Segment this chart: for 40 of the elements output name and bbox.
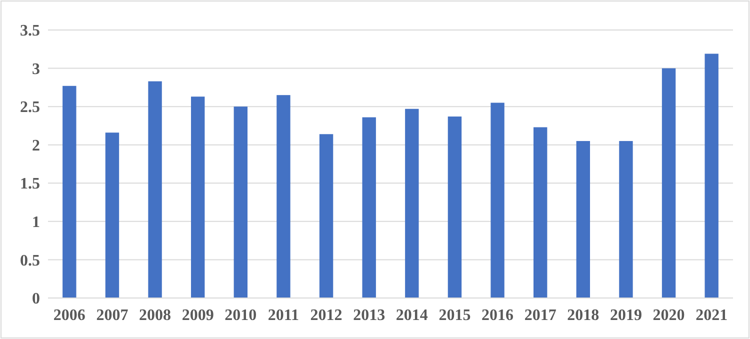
x-tick-label: 2006 xyxy=(53,307,86,324)
bar xyxy=(276,95,290,298)
bar xyxy=(190,96,205,298)
y-tick-label: 2 xyxy=(32,137,40,154)
y-tick-label: 3.5 xyxy=(20,22,40,40)
x-tick-label: 2015 xyxy=(438,307,471,324)
bar xyxy=(319,134,334,298)
bar xyxy=(148,81,162,298)
x-tick-label: 2020 xyxy=(652,307,685,324)
bar xyxy=(448,116,462,298)
bar xyxy=(533,127,548,298)
y-tick-label: 0 xyxy=(32,290,40,308)
x-tick-label: 2007 xyxy=(96,307,128,324)
x-tick-label: 2011 xyxy=(268,307,300,324)
x-tick-label: 2013 xyxy=(353,307,386,324)
bar xyxy=(234,106,248,298)
bar xyxy=(105,132,120,298)
y-tick-label: 3 xyxy=(32,60,40,78)
bar xyxy=(405,108,419,298)
bar xyxy=(62,86,76,298)
x-tick-label: 2012 xyxy=(310,307,342,324)
x-tick-label: 2010 xyxy=(224,307,257,324)
y-tick-label: 1 xyxy=(32,214,40,232)
bar xyxy=(576,141,590,298)
x-tick-label: 2018 xyxy=(567,307,600,324)
bar xyxy=(362,117,376,298)
x-tick-label: 2008 xyxy=(139,307,172,324)
x-tick-label: 2021 xyxy=(696,307,728,324)
bar xyxy=(704,54,718,298)
bar xyxy=(619,141,633,298)
y-tick-label: 1.5 xyxy=(20,176,40,193)
x-tick-label: 2017 xyxy=(524,307,556,324)
bar xyxy=(662,68,676,298)
y-tick-label: 0.5 xyxy=(20,252,40,270)
x-tick-label: 2014 xyxy=(396,307,428,324)
x-tick-label: 2016 xyxy=(482,307,514,324)
bar xyxy=(490,102,504,298)
x-tick-label: 2019 xyxy=(610,307,642,324)
x-tick-label: 2009 xyxy=(182,307,214,324)
y-tick-label: 2.5 xyxy=(20,99,40,116)
